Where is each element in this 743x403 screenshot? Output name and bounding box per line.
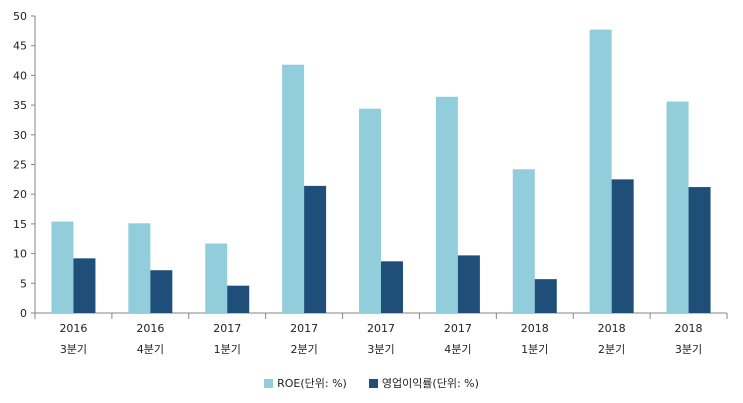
x-tick-label-quarter: 4분기 (444, 343, 471, 356)
bar-roe (282, 64, 305, 313)
legend-swatch-operating-margin (368, 378, 378, 388)
legend-label-roe: ROE(단위: %) (277, 377, 347, 390)
x-tick-label-year: 2017 (213, 322, 241, 335)
bar-operating-margin (457, 255, 480, 313)
x-tick-label-year: 2018 (521, 322, 549, 335)
bar-roe (666, 101, 689, 313)
legend-item-roe: ROE(단위: %) (264, 375, 347, 391)
x-tick-label-year: 2016 (136, 322, 164, 335)
x-tick-label-year: 2017 (290, 322, 318, 335)
x-tick-label-quarter: 3분기 (675, 343, 702, 356)
bar-roe (205, 243, 228, 313)
x-tick-label-quarter: 1분기 (521, 343, 548, 356)
y-tick-label: 0 (20, 307, 27, 320)
x-tick-label-year: 2018 (675, 322, 703, 335)
bar-roe (512, 169, 535, 313)
bar-roe (359, 108, 381, 313)
y-tick-label: 20 (13, 188, 27, 201)
bar-roe (51, 221, 74, 313)
y-tick-label: 35 (13, 99, 27, 112)
y-tick-label: 5 (20, 277, 27, 290)
x-tick-label-year: 2016 (59, 322, 87, 335)
x-tick-label-year: 2017 (444, 322, 472, 335)
x-tick-label-quarter: 3분기 (367, 343, 394, 356)
bar-roe (589, 29, 612, 314)
y-tick-label: 10 (13, 248, 27, 261)
bar-operating-margin (688, 187, 711, 313)
x-tick-label-quarter: 2분기 (290, 343, 317, 356)
y-tick-label: 25 (13, 159, 27, 172)
legend: ROE(단위: %) 영업이익률(단위: %) (0, 374, 743, 392)
legend-swatch-roe (264, 378, 274, 388)
bar-roe (435, 96, 458, 313)
bar-operating-margin (611, 179, 634, 313)
x-tick-label-quarter: 2분기 (598, 343, 625, 356)
y-tick-label: 45 (13, 40, 27, 53)
bar-operating-margin (381, 261, 403, 313)
x-tick-label-quarter: 4분기 (137, 343, 164, 356)
x-tick-label-year: 2017 (367, 322, 395, 335)
bar-operating-margin (304, 185, 327, 313)
y-tick-label: 50 (13, 10, 27, 23)
bar-operating-margin (534, 279, 557, 313)
y-tick-label: 15 (13, 218, 27, 231)
x-tick-label-quarter: 3분기 (60, 343, 87, 356)
bar-operating-margin (73, 258, 96, 313)
bar-roe (128, 223, 151, 313)
legend-label-operating-margin: 영업이익률(단위: %) (381, 377, 479, 390)
y-tick-label: 30 (13, 129, 27, 142)
legend-item-operating-margin: 영업이익률(단위: %) (368, 375, 479, 391)
x-tick-label-year: 2018 (598, 322, 626, 335)
bar-operating-margin (150, 270, 173, 313)
bar-operating-margin (227, 285, 250, 313)
x-tick-label-quarter: 1분기 (214, 343, 241, 356)
y-tick-label: 40 (13, 69, 27, 82)
